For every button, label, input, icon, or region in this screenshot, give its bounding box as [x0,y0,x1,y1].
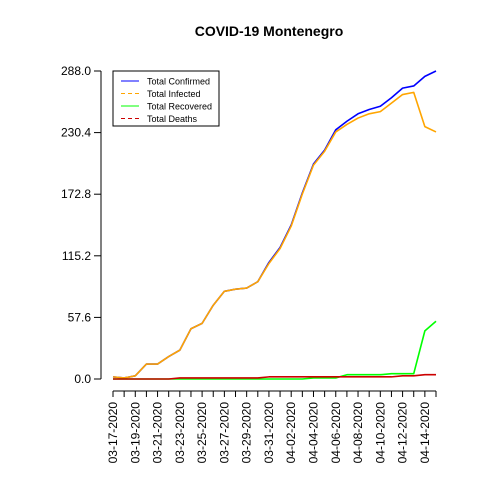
x-tick-label: 03-25-2020 [195,402,209,464]
series-line-total-deaths [113,373,436,380]
x-tick-label: 03-29-2020 [240,402,254,464]
x-tick-label: 04-02-2020 [284,402,298,464]
x-tick-label: 03-19-2020 [128,402,142,464]
x-tick-label: 04-12-2020 [396,402,410,464]
legend-label: Total Deaths [147,114,198,124]
x-tick-label: 03-17-2020 [106,402,120,464]
legend: Total Confirmed Total Infected Total Recov… [112,70,220,127]
x-tick-label: 03-31-2020 [262,402,276,464]
series-line-total-infected [112,91,437,379]
y-tick-label: 57.6 [68,310,92,324]
y-tick-label: 288.0 [61,64,91,78]
chart-title: COVID-19 Montenegro [195,23,344,39]
legend-label: Total Infected [147,89,201,99]
x-tick-label: 04-14-2020 [418,402,432,464]
x-tick-label: 04-06-2020 [329,402,343,464]
y-tick-label: 230.4 [61,126,91,140]
x-tick-label: 04-10-2020 [373,402,387,464]
x-tick-label: 04-08-2020 [351,402,365,464]
series-layer [112,70,437,380]
y-tick-label: 0.0 [74,372,91,386]
y-axis: 0.0 57.6 115.2 172.8 230.4 288.0 [61,64,102,386]
legend-box [112,70,220,127]
x-tick-label: 04-04-2020 [306,402,320,464]
x-tick-label: 03-23-2020 [173,402,187,464]
y-tick-label: 172.8 [61,187,91,201]
x-tick-label: 03-27-2020 [217,402,231,464]
legend-label: Total Recovered [147,102,212,112]
legend-label: Total Confirmed [147,77,210,87]
y-tick-label: 115.2 [62,249,91,263]
series-line-total-recovered [113,320,437,380]
x-axis: 03-17-2020 03-19-2020 03-21-2020 03-23-2020… [106,390,437,464]
x-tick-label: 03-21-2020 [151,402,165,464]
